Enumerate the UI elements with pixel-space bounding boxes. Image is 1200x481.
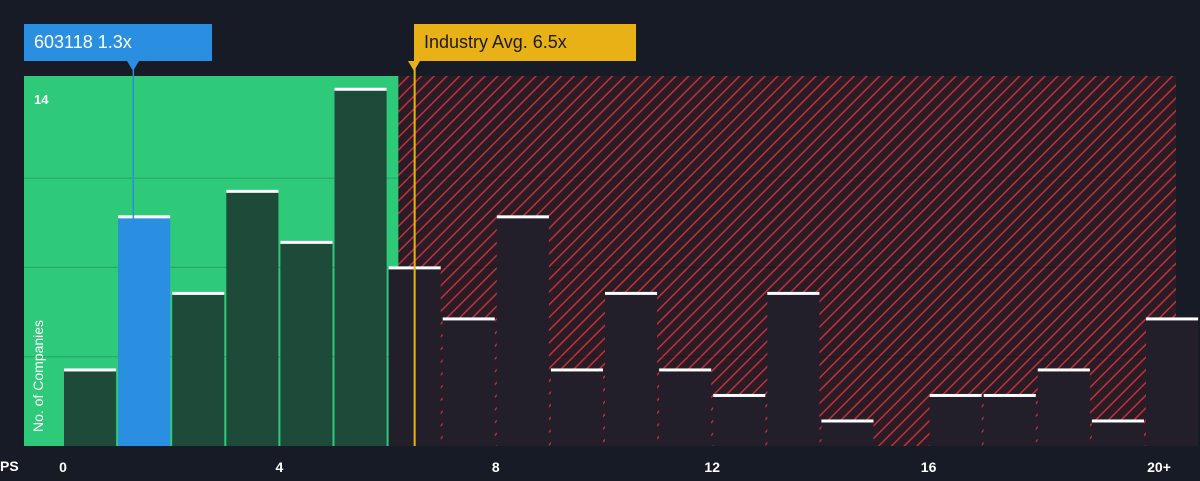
y-tick-label: 14 xyxy=(34,92,49,107)
x-axis-label: PS xyxy=(0,458,19,474)
bar-cap xyxy=(334,87,387,91)
bar-cap xyxy=(1091,419,1144,423)
histogram-bar xyxy=(929,394,982,446)
bar-cap xyxy=(118,215,171,219)
x-tick-label: 16 xyxy=(921,459,937,475)
x-tick-label: 20+ xyxy=(1147,459,1171,475)
histogram-bar xyxy=(659,369,712,446)
industry-average-callout: Industry Avg. 6.5x xyxy=(414,24,636,61)
histogram-bar xyxy=(334,88,387,447)
company-callout: 603118 1.3x xyxy=(24,24,212,61)
histogram-bar xyxy=(1091,420,1144,446)
histogram-bar xyxy=(496,216,549,446)
histogram-bar xyxy=(226,190,279,446)
bar-cap xyxy=(929,393,982,397)
x-tick-label: 12 xyxy=(704,459,720,475)
histogram-bar xyxy=(172,292,225,446)
bar-cap xyxy=(821,419,874,423)
bar-cap xyxy=(280,240,333,244)
histogram-bar xyxy=(983,394,1036,446)
bar-cap xyxy=(659,368,712,372)
bar-cap xyxy=(442,317,495,321)
company-callout-pointer xyxy=(127,61,139,71)
histogram-bar xyxy=(713,394,766,446)
x-tick-label: 8 xyxy=(492,459,500,475)
histogram-bar xyxy=(550,369,603,446)
x-tick-label: 0 xyxy=(59,459,67,475)
bar-cap xyxy=(605,291,658,295)
histogram-bar xyxy=(821,420,874,446)
histogram-bar xyxy=(64,369,117,446)
bar-cap xyxy=(496,215,549,219)
bar-cap xyxy=(983,393,1036,397)
bar-cap xyxy=(226,189,279,193)
bar-cap xyxy=(1037,368,1090,372)
bar-cap xyxy=(767,291,820,295)
bar-cap xyxy=(172,291,225,295)
histogram-bar xyxy=(1146,318,1199,446)
histogram-bar xyxy=(605,292,658,446)
histogram-bar xyxy=(1037,369,1090,446)
histogram-bar xyxy=(442,318,495,446)
histogram-bar xyxy=(118,216,171,446)
histogram-bar xyxy=(280,241,333,446)
bar-cap xyxy=(713,393,766,397)
bar-cap xyxy=(64,368,117,372)
histogram-bar xyxy=(767,292,820,446)
bar-cap xyxy=(1146,317,1199,321)
industry-callout-pointer xyxy=(408,61,420,71)
x-tick-label: 4 xyxy=(276,459,284,475)
bar-cap xyxy=(550,368,603,372)
y-axis-label: No. of Companies xyxy=(30,319,46,432)
